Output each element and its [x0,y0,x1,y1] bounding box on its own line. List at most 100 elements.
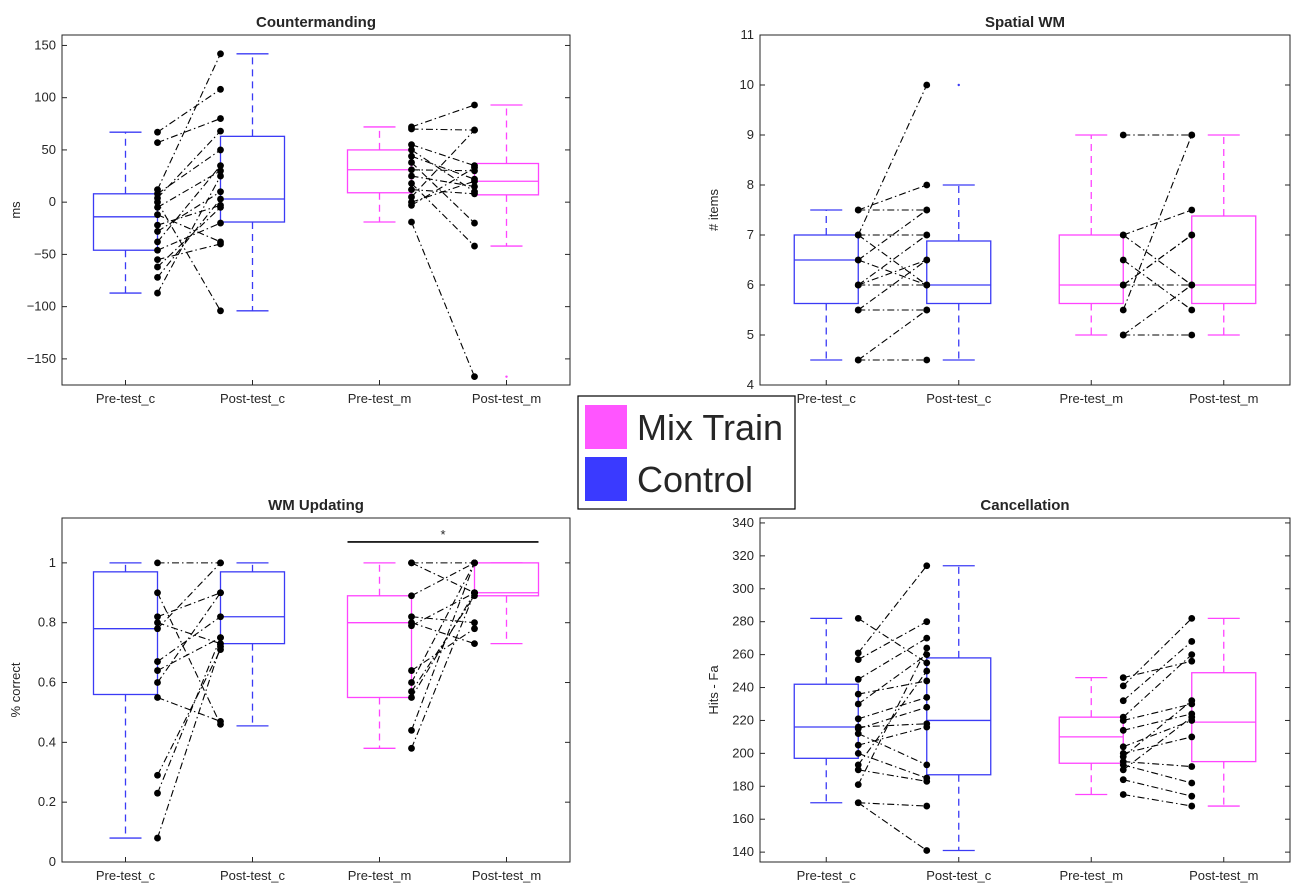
subject-point-post [1188,651,1196,659]
subject-point-post [923,802,931,810]
subject-point-pre [854,741,862,749]
axes-frame [759,517,1291,863]
subject-point-post [1188,657,1196,665]
subject-point-pre [408,667,415,674]
box-mix [346,562,413,749]
subject-point-post [471,183,478,190]
subject-point-post [471,190,478,198]
subject-pair-line [156,646,222,839]
box-iqr [926,240,992,305]
subject-point-pre [408,679,415,686]
y-tick-label: 340 [732,515,754,530]
subject-pair-line [857,617,928,664]
subject-pair-line [411,592,475,627]
subject-point-post [923,694,931,701]
y-tick-label: 300 [732,581,754,596]
subject-point-post [471,589,478,597]
subject-point-pre [408,201,415,209]
subject-pair-line [410,562,476,731]
subject-pair-line [857,565,928,654]
legend-label: Control [637,459,753,500]
x-tick-label: Pre-test_m [348,391,412,406]
subject-pair-line [1123,713,1192,731]
subject-point-post [1188,206,1196,214]
subject-point-post [923,634,931,642]
subject-point-post [471,373,478,381]
subject-pair-line [411,595,475,692]
subject-pair-line [410,221,476,377]
subject-point-pre [408,559,415,567]
x-tick-label: Pre-test_c [96,868,156,883]
subject-pair-line [157,592,221,725]
y-tick-label: 7 [747,227,754,242]
y-axis-label: % correct [8,662,23,717]
subject-point-pre [408,744,415,752]
subject-pair-line [857,654,928,705]
box-iqr [793,234,859,305]
y-tick-label: 0.6 [38,675,56,690]
subject-point-post [217,146,224,154]
subject-pair-line [411,167,475,206]
subject-point-post [923,618,931,626]
subject-pair-line [411,562,475,683]
box-control [219,53,286,312]
subject-pair-line [157,649,221,776]
subject-pair-line [1123,779,1192,797]
subject-pair-line [858,259,927,286]
subject-pair-line [1122,234,1193,286]
subject-point-pre [854,615,862,622]
y-tick-label: 10 [740,77,754,92]
y-tick-label: 260 [732,647,754,662]
subject-pair-line [857,670,928,766]
subject-point-pre [154,238,161,246]
box-iqr [473,562,540,597]
subject-pair-line [1123,703,1192,721]
y-axis-label: ms [8,201,23,219]
y-tick-label: 220 [732,712,754,727]
subject-point-pre [154,289,161,297]
subject-pair-line [1123,719,1192,748]
significance-label: * [440,527,445,542]
x-tick-label: Post-test_c [926,868,992,883]
y-tick-label: 11 [741,27,755,42]
box-control [926,83,992,361]
subject-point-post [471,177,478,185]
y-tick-label: 100 [34,90,56,105]
subject-pair-line [411,628,475,672]
subject-point-pre [154,679,161,686]
subject-point-pre [1119,717,1127,724]
subject-point-post [1188,131,1196,139]
subject-pair-line [857,234,928,286]
subject-point-pre [408,688,415,695]
subject-point-pre [154,667,161,674]
subject-pair-line [1122,234,1193,286]
subject-point-post [923,644,931,652]
y-tick-label: 150 [34,37,56,52]
subject-point-post [471,126,478,134]
box-mix [346,126,413,223]
subject-point-post [471,619,478,627]
y-tick-label: 140 [732,844,754,859]
subject-point-pre [854,231,862,239]
box-iqr [1191,215,1257,305]
subject-pair-line [1123,736,1192,754]
subject-point-post [923,281,931,289]
subject-point-pre [854,781,862,789]
box-control [92,562,159,839]
subject-point-post [923,703,931,711]
x-tick-label: Post-test_c [220,391,286,406]
subject-point-post [1188,638,1196,645]
subject-point-pre [1119,753,1127,761]
subject-point-pre [854,306,862,314]
subject-pair-line [411,622,475,645]
x-tick-label: Post-test_c [926,391,992,406]
subject-point-post [217,172,224,180]
x-tick-label: Post-test_m [1189,868,1258,883]
y-tick-label: 0.2 [38,794,56,809]
subject-point-post [471,640,478,648]
subject-pair-line [857,621,928,661]
y-tick-label: 50 [42,142,56,157]
y-tick-label: −100 [27,299,56,314]
x-tick-label: Post-test_c [220,868,286,883]
